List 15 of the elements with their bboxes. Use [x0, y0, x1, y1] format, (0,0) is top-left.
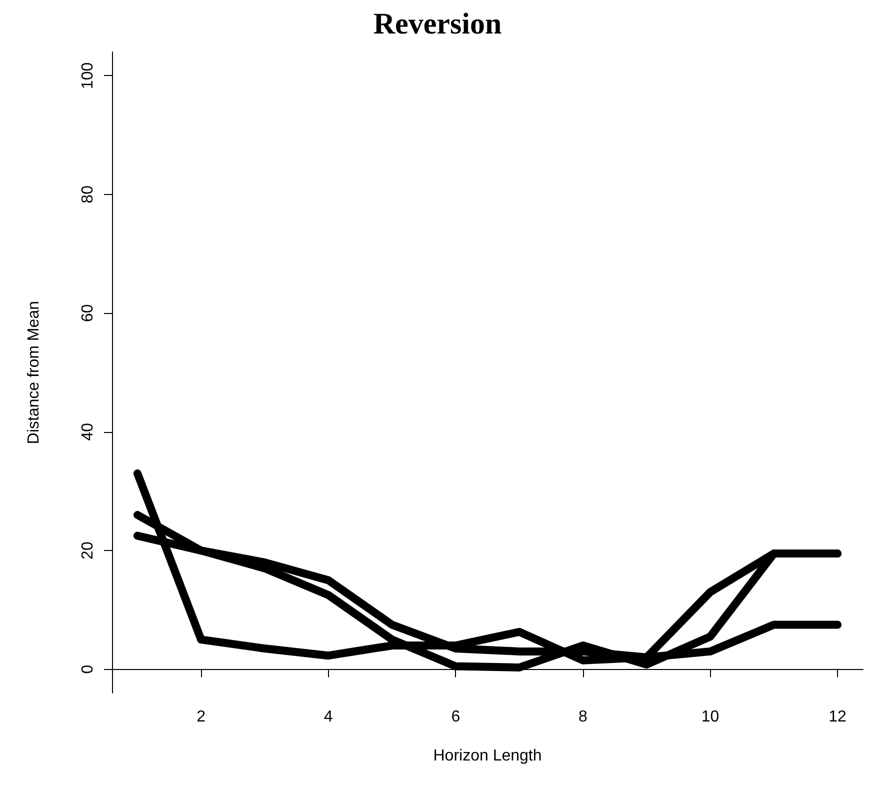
y-tick-label: 20	[80, 542, 96, 560]
chart-title: Reversion	[373, 8, 502, 40]
x-tick-label: 10	[701, 708, 720, 726]
y-tick-label: 0	[80, 664, 96, 674]
x-tick-label: 4	[324, 708, 333, 726]
x-tick-label: 12	[828, 708, 847, 726]
y-tick-label: 60	[80, 304, 96, 322]
y-axis-title: Distance from Mean	[26, 300, 42, 444]
x-tick-label: 6	[451, 708, 460, 726]
x-tick-label: 2	[196, 708, 206, 726]
y-tick-label: 80	[80, 185, 96, 204]
y-tick-label: 100	[80, 62, 96, 90]
y-tick-label: 40	[80, 422, 96, 441]
x-tick-label: 8	[578, 708, 588, 726]
x-axis-title: Horizon Length	[433, 748, 542, 764]
